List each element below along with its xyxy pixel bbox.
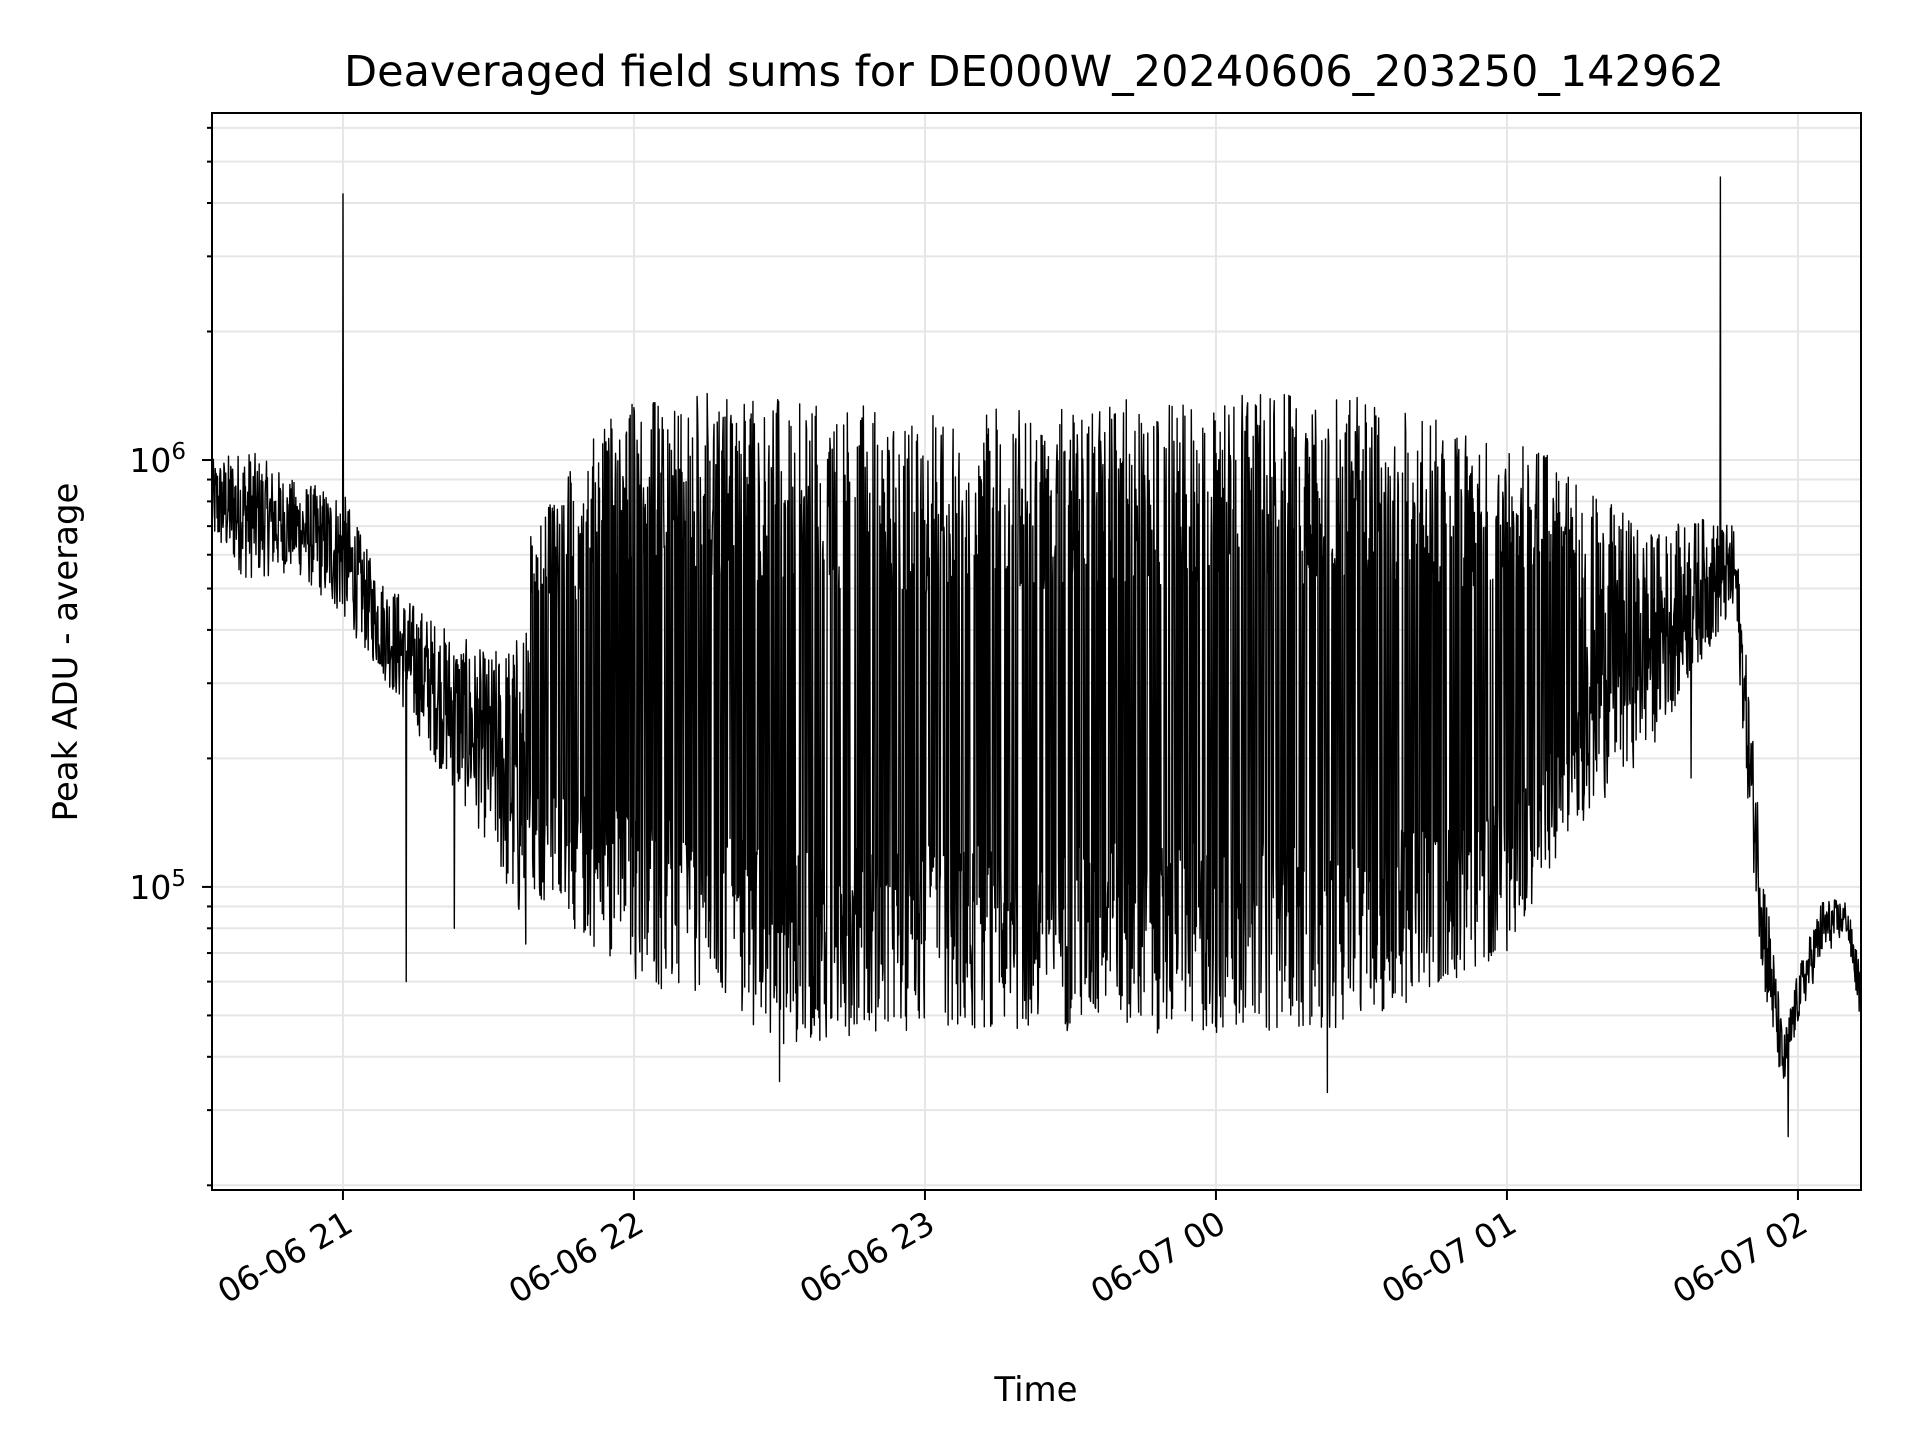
chart-title: Deaveraged field sums for DE000W_2024060… <box>344 47 1724 97</box>
y-axis-label: Peak ADU - average <box>46 483 86 822</box>
x-tick-label: 06-07 01 <box>1375 1203 1523 1311</box>
x-tick-label: 06-07 02 <box>1666 1203 1814 1311</box>
y-tick-label: 105 <box>129 866 186 907</box>
y-axis: 105 106 <box>129 126 212 1187</box>
x-axis-label: Time <box>993 1370 1077 1410</box>
y-tick-label: 106 <box>129 439 186 480</box>
plot-frame <box>211 112 1862 1191</box>
x-tick-label: 06-06 21 <box>211 1203 359 1311</box>
series-layer <box>211 176 1862 1138</box>
x-tick-label: 06-07 00 <box>1084 1203 1232 1311</box>
x-tick-label: 06-06 23 <box>793 1203 941 1311</box>
x-axis: 06-06 21 06-06 22 06-06 23 06-07 00 06-07 01… <box>211 1190 1814 1311</box>
x-tick-label: 06-06 22 <box>502 1203 650 1311</box>
series-line <box>211 176 1862 1138</box>
